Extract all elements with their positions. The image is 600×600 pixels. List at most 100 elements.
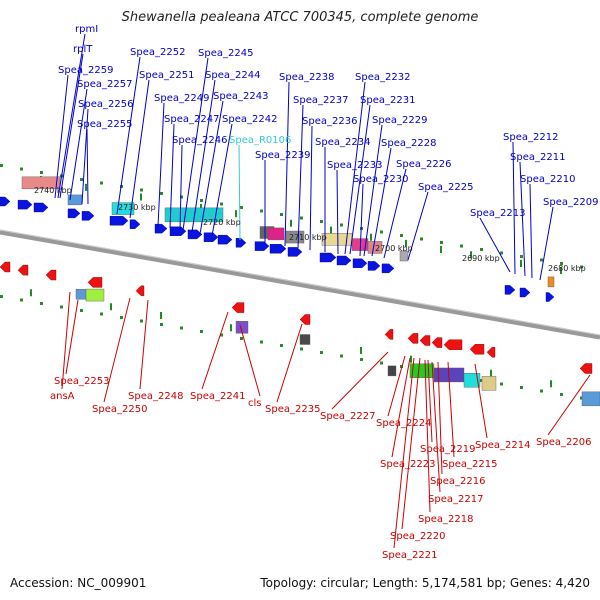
leader-line [363, 124, 383, 257]
gene-label: Spea_2223 [380, 459, 435, 470]
plus-gene-arrow [269, 244, 287, 254]
gene-label: Spea_2213 [470, 208, 525, 219]
leader-line [512, 141, 516, 275]
leader-line [81, 108, 89, 205]
guide-dot [360, 358, 363, 361]
leader-line [431, 361, 441, 493]
leader-line [391, 357, 411, 458]
plus-gene-arrow [203, 232, 219, 242]
leader-line [427, 359, 433, 443]
minus-gene-arrow [431, 337, 443, 348]
guide-dot [20, 298, 23, 302]
plus-gene-arrow [319, 252, 337, 263]
gene-label: Spea_R0106 [229, 135, 291, 146]
tick-mark [370, 233, 372, 241]
genome-summary: Topology: circular; Length: 5,174,581 bp… [260, 576, 590, 590]
leader-line [479, 217, 511, 273]
guide-dot [240, 337, 243, 340]
tick-mark [520, 260, 522, 267]
guide-dot [260, 209, 263, 213]
leader-line [393, 357, 415, 549]
gene-label: Spea_2249 [154, 93, 209, 104]
label-leader-lines [54, 33, 591, 549]
domain-block [299, 334, 311, 345]
leader-line [211, 123, 233, 237]
scale-tick-label: 2690 kbp [462, 254, 500, 263]
leader-line [529, 183, 533, 279]
domain-block [581, 391, 600, 407]
leader-line [371, 147, 392, 257]
leader-line [519, 161, 526, 277]
guide-dot [200, 330, 203, 333]
guide-dot [480, 248, 483, 251]
leader-line [179, 144, 183, 231]
gene-label: Spea_2226 [396, 159, 451, 170]
plus-gene-arrow [0, 196, 11, 207]
gene-label: Spea_2212 [503, 132, 558, 143]
tick-mark [235, 210, 237, 218]
domain-block [75, 289, 87, 300]
tick-mark [405, 239, 407, 247]
leader-line [59, 53, 84, 199]
domain-block [285, 230, 305, 244]
leader-line [276, 323, 303, 403]
tick-mark [560, 267, 562, 274]
scale-tick-label: 2730 kbp [118, 203, 156, 212]
genome-backbone-highlight [0, 229, 600, 336]
tick-mark [470, 251, 472, 259]
gene-label: Spea_2248 [128, 391, 183, 402]
gene-label: Spea_2247 [164, 114, 219, 125]
guide-dot [40, 171, 43, 174]
guide-dot [200, 199, 203, 202]
domain-block [85, 288, 105, 302]
gene-label: rpmI [75, 24, 98, 35]
feature-layer [0, 164, 600, 407]
tick-mark [330, 226, 332, 234]
leader-line [387, 355, 406, 417]
guide-dot [260, 340, 263, 344]
guide-dot [180, 195, 183, 199]
guide-dot [580, 396, 583, 400]
guide-dot [520, 255, 523, 258]
leader-line [336, 169, 339, 255]
leader-line [447, 361, 455, 458]
genome-backbone [0, 229, 600, 340]
leader-line [129, 79, 150, 219]
guide-dot [300, 347, 303, 351]
guide-dot [580, 265, 583, 269]
leader-line [86, 128, 89, 205]
leader-line [182, 57, 209, 231]
plus-gene-arrow [352, 258, 368, 268]
plus-gene-arrow [187, 229, 203, 240]
leader-line [383, 168, 407, 259]
gene-label: Spea_2217 [428, 494, 483, 505]
plus-gene-arrow [17, 199, 33, 210]
gene-label: Spea_2238 [279, 72, 334, 83]
domain-block [481, 376, 497, 391]
minus-gene-arrow [45, 269, 57, 281]
leader-line [239, 324, 261, 397]
guide-dot [300, 216, 303, 220]
leader-line [65, 299, 79, 375]
leader-line [69, 88, 88, 201]
guide-dot [420, 237, 423, 241]
gene-label: Spea_2229 [372, 115, 427, 126]
gene-label: Spea_2225 [418, 182, 473, 193]
minus-gene-arrow [384, 329, 394, 340]
guide-dot [100, 181, 103, 185]
minus-gene-arrow [407, 333, 419, 344]
guide-dot [520, 386, 523, 389]
scale-tick-label: 2700 kbp [375, 244, 413, 253]
gene-label: Spea_2209 [543, 197, 598, 208]
gene-label: Spea_2206 [536, 437, 591, 448]
gene-label: Spea_2234 [315, 137, 370, 148]
gene-label: Spea_2236 [302, 116, 357, 127]
gene-label: Spea_2255 [77, 119, 132, 130]
gene-label: Spea_2233 [327, 160, 382, 171]
tick-mark [200, 204, 202, 211]
leader-line [401, 357, 421, 530]
domain-block [399, 250, 409, 262]
minus-gene-arrow [17, 264, 29, 276]
plus-gene-arrow [169, 226, 187, 236]
